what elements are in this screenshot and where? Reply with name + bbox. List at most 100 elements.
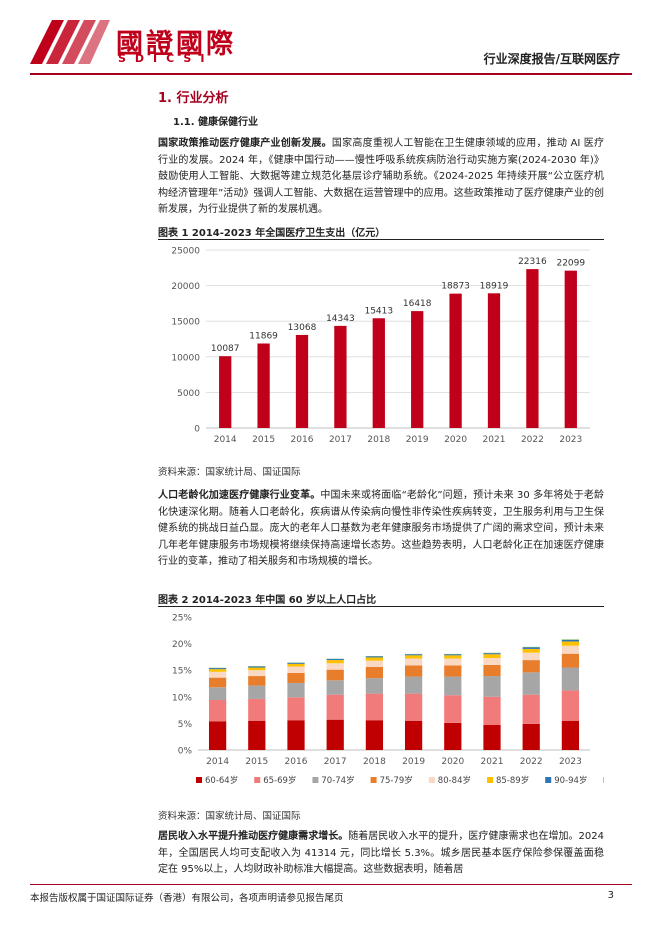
legend-label: 90-94岁: [554, 775, 587, 786]
stacked-bar-segment: [404, 665, 423, 677]
stacked-bar-segment: [365, 656, 384, 658]
figure1-source: 资料来源：国家统计局、国证国际: [158, 467, 301, 478]
data-label: 22099: [556, 259, 585, 269]
stacked-bar-segment: [208, 671, 227, 678]
x-tick-label: 2015: [252, 435, 275, 445]
data-label: 18919: [480, 281, 509, 291]
stacked-bar-segment: [522, 648, 540, 653]
x-tick-label: 2017: [329, 435, 352, 445]
stacked-bar-segment: [248, 676, 266, 686]
legend-swatch: [370, 777, 377, 783]
legend-swatch: [312, 777, 319, 783]
stacked-bar-segment: [287, 663, 305, 667]
stacked-bar-segment: [287, 697, 305, 721]
y-tick-label: 25000: [171, 247, 200, 257]
paragraph-body: 随着居民收入水平的提升，医疗健康需求也在增加。2024 年，全国居民人均可支配收…: [158, 831, 604, 875]
subsection-title: 1.1. 健康保健行业: [173, 117, 258, 128]
stacked-bar-segment: [404, 654, 423, 656]
y-tick-label: 0%: [178, 747, 193, 757]
stacked-bar-segment: [287, 720, 305, 750]
report-type-label: 行业深度报告/互联网医疗: [483, 52, 620, 66]
data-label: 22316: [518, 257, 547, 267]
stacked-bar-segment: [561, 690, 580, 721]
y-tick-label: 0: [194, 425, 200, 435]
figure1-chart: 0 5000 10000 15000 20000 25000 10087 2014 11869 2…: [158, 240, 604, 456]
legend-swatch: [428, 777, 435, 783]
y-tick-label: 20000: [171, 282, 200, 292]
header-divider: [30, 73, 632, 75]
paragraph-body: 中国未来或将面临“老龄化”问题，预计未来 30 多年将处于老龄化快速深化期。随着…: [158, 490, 604, 567]
stacked-bar-segment: [248, 667, 266, 671]
figure1-rule: [158, 239, 604, 240]
stacked-bar-segment: [287, 666, 305, 673]
stacked-bar-segment: [326, 719, 344, 750]
company-logo: [30, 20, 110, 64]
logo-english-name: SDICSI: [118, 52, 214, 65]
stacked-bar-segment: [326, 669, 344, 681]
legend-label: 60-64岁: [205, 775, 238, 786]
x-tick-label: 2014: [206, 757, 229, 767]
data-label: 18873: [441, 282, 470, 292]
stacked-bar-segment: [522, 672, 540, 695]
stacked-bar-segment: [483, 696, 501, 725]
stacked-bar-segment: [404, 676, 423, 694]
stacked-bar-segment: [365, 693, 384, 721]
bar: [295, 334, 309, 428]
stacked-bar-segment: [444, 655, 462, 659]
x-tick-label: 2017: [324, 757, 347, 767]
x-tick-label: 2020: [444, 435, 467, 445]
data-label: 16418: [403, 299, 432, 309]
bar: [334, 325, 347, 428]
figure2-chart: 0% 5% 10% 15% 20% 25% 2014 2015 2016 2017 2018 2019…: [158, 607, 649, 807]
x-tick-label: 2016: [291, 435, 314, 445]
x-tick-label: 2019: [406, 435, 429, 445]
legend-swatch: [487, 777, 493, 783]
x-tick-label: 2019: [402, 757, 425, 767]
stacked-bar-segment: [522, 660, 540, 673]
y-tick-label: 25%: [172, 614, 192, 624]
stacked-bar-segment: [522, 652, 540, 661]
logo-mark-icon: [30, 20, 110, 64]
data-label: 14343: [326, 314, 355, 324]
stacked-bar-segment: [522, 647, 540, 649]
stacked-bar-segment: [287, 682, 305, 698]
data-label: 13068: [288, 323, 317, 333]
legend-label: 80-84岁: [438, 775, 471, 786]
bar: [449, 293, 462, 428]
x-tick-label: 2016: [285, 757, 308, 767]
figure1-title: 图表 1 2014-2023 年全国医疗卫生支出（亿元）: [158, 228, 386, 239]
legend-swatch: [545, 777, 552, 783]
stacked-bar-segment: [248, 720, 266, 750]
stacked-bar-segment: [248, 666, 266, 668]
stacked-bar-segment: [483, 664, 501, 677]
section-title: 1. 行业分析: [158, 91, 229, 106]
y-tick-label: 15%: [172, 667, 192, 677]
x-tick-label: 2018: [367, 435, 390, 445]
y-tick-label: 5%: [178, 720, 193, 730]
data-label: 10087: [211, 344, 240, 354]
stacked-bar-segment: [444, 695, 462, 723]
x-tick-label: 2014: [214, 435, 237, 445]
x-tick-label: 2020: [441, 757, 464, 767]
x-tick-label: 2021: [481, 757, 504, 767]
stacked-bar-segment: [208, 699, 227, 722]
legend-label: 85-89岁: [496, 775, 529, 786]
bar: [257, 343, 270, 428]
legend-label: 65-69岁: [263, 775, 296, 786]
stacked-bar-segment: [444, 658, 462, 666]
stacked-bar-segment: [326, 659, 344, 661]
stacked-bar-segment: [365, 678, 384, 694]
legend-label: 75-79岁: [380, 775, 413, 786]
logo-chinese-name: 國證國際: [116, 29, 236, 60]
footer-disclaimer: 本报告版权属于国证国际证券（香港）有限公司，各项声明请参见报告尾页: [30, 893, 344, 904]
bar: [219, 356, 232, 428]
stacked-bar-segment: [287, 662, 305, 664]
figure2-source: 资料来源：国家统计局、国证国际: [158, 811, 301, 822]
y-tick-label: 15000: [171, 318, 200, 328]
stacked-bar-segment: [561, 645, 580, 654]
stacked-bar-segment: [248, 685, 266, 699]
figure2-title: 图表 2 2014-2023 年中国 60 岁以上人口占比: [158, 595, 377, 606]
stacked-bar-segment: [444, 676, 462, 696]
stacked-bar-segment: [483, 657, 501, 665]
stacked-bar-segment: [483, 653, 501, 655]
